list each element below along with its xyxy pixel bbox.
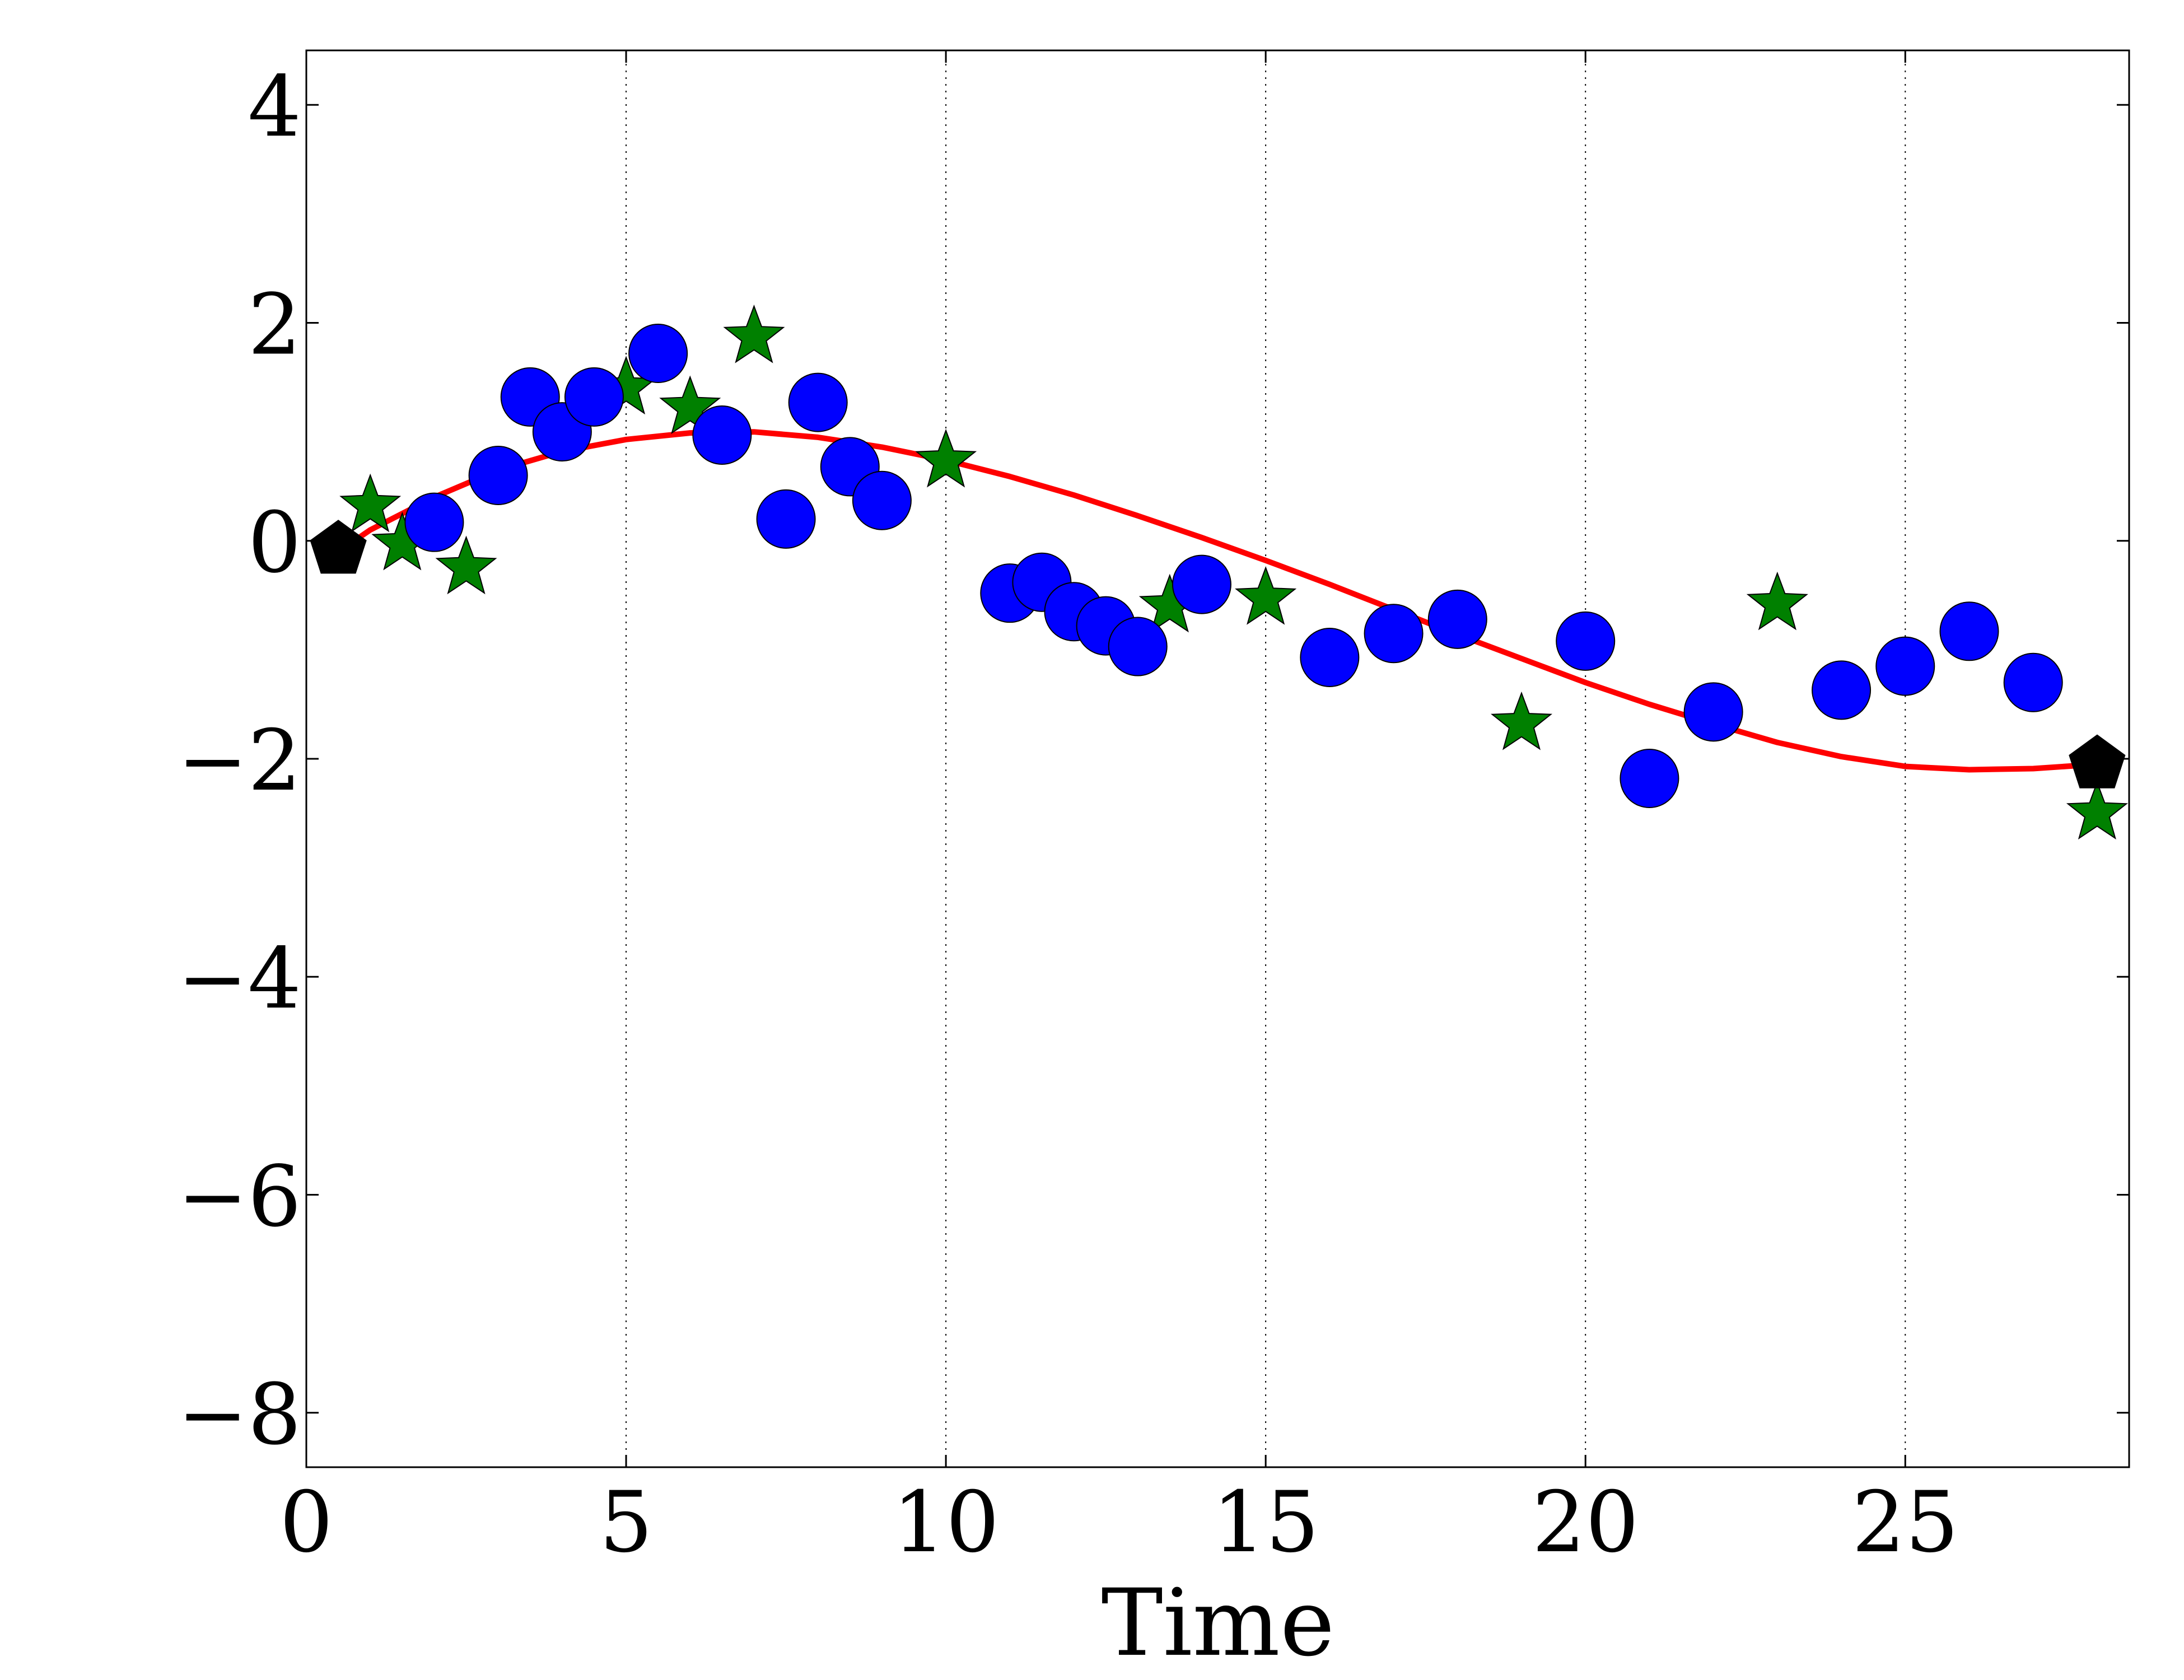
y-tick-label: 4 (248, 58, 301, 156)
circle-point (1683, 682, 1743, 742)
circle-point (852, 470, 912, 530)
circle-point (1427, 589, 1487, 649)
y-tick-label: −6 (178, 1148, 301, 1245)
star-point (435, 535, 497, 595)
star-point (723, 304, 785, 363)
circle-point (1812, 660, 1872, 720)
x-tick-label: 25 (1852, 1474, 1959, 1571)
circle-point (1939, 601, 1999, 661)
circle-point (1556, 611, 1616, 671)
circle-point (1620, 749, 1679, 809)
x-tick-label: 20 (1532, 1474, 1639, 1571)
circle-point (564, 367, 624, 427)
circle-point (1108, 617, 1168, 676)
circle-point (468, 446, 528, 505)
y-tick-label: 0 (248, 494, 301, 592)
pentagon-point (2069, 734, 2126, 788)
plot-area (306, 50, 2129, 1467)
star-point (1746, 571, 1808, 631)
y-tick-label: 2 (248, 277, 301, 374)
circle-point (788, 372, 848, 432)
x-tick-label: 15 (1212, 1474, 1319, 1571)
plot-content (310, 304, 2128, 840)
star-point (1490, 691, 1553, 750)
y-tick-label: −8 (178, 1366, 301, 1464)
star-point (339, 473, 402, 533)
star-point (915, 428, 977, 488)
y-tick-label: −2 (178, 712, 301, 810)
circle-point (628, 324, 688, 384)
circle-point (1875, 636, 1935, 696)
x-tick-label: 5 (599, 1474, 652, 1571)
x-tick-label: 10 (893, 1474, 1000, 1571)
x-tick-label: 0 (279, 1474, 333, 1571)
circle-point (1172, 554, 1231, 614)
grid-lines (626, 50, 1906, 1467)
star-point (2066, 781, 2128, 840)
y-tick-label: −4 (178, 930, 301, 1028)
star-point (659, 375, 721, 435)
circle-point (1364, 604, 1424, 664)
x-axis-label: Time (1102, 1569, 1335, 1677)
circle-point (692, 405, 752, 465)
circle-point (404, 492, 464, 552)
star-point (1235, 566, 1297, 625)
pentagon-point (310, 520, 367, 574)
circle-point (756, 489, 816, 549)
circle-point (2003, 652, 2063, 712)
series-line (335, 429, 2100, 773)
circle-point (1300, 628, 1360, 688)
